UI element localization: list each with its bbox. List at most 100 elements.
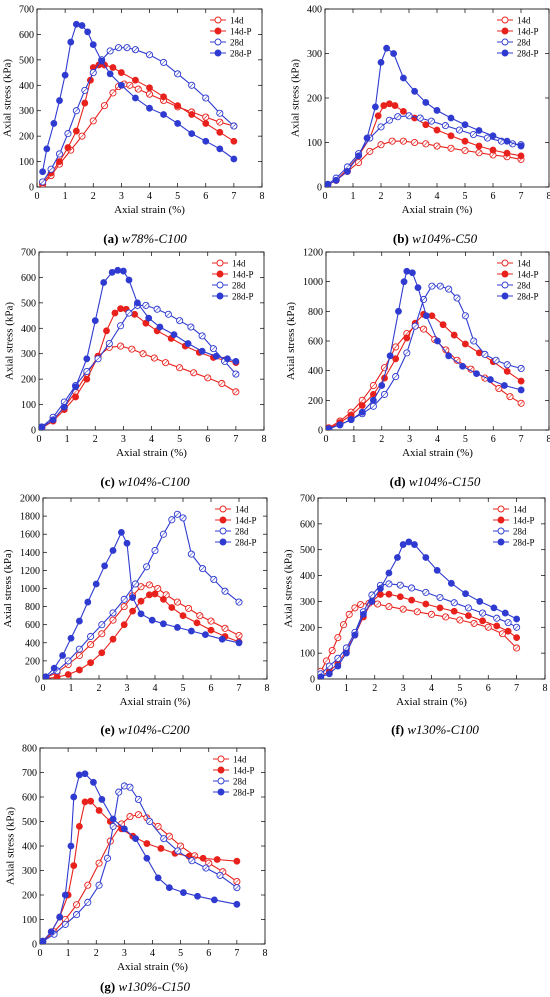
x-axis-label: Axial strain (%) <box>402 204 473 216</box>
data-point <box>433 567 441 574</box>
x-tick-label: 6 <box>491 434 496 445</box>
data-point <box>436 604 444 612</box>
y-tick-label: 500 <box>21 298 36 309</box>
data-point-hatch <box>358 602 363 607</box>
series-14d-P <box>39 61 238 187</box>
legend-marker <box>219 538 227 546</box>
x-axis-label: Axial strain (%) <box>116 447 187 459</box>
data-point <box>129 594 136 601</box>
y-tick-label: 200 <box>19 132 34 143</box>
legend-marker <box>214 16 222 24</box>
caption-name: w130%-C150 <box>118 979 190 994</box>
data-point <box>120 621 128 629</box>
data-point-hatch <box>144 815 150 821</box>
data-point <box>332 176 340 184</box>
panel-caption: (f) w130%-C100 <box>391 722 479 737</box>
x-tick-label: 1 <box>63 191 68 202</box>
data-point <box>390 50 397 57</box>
series-14d <box>40 811 241 944</box>
y-tick-label: 1000 <box>20 584 40 595</box>
data-point-hatch <box>177 318 183 324</box>
series-line <box>41 308 237 429</box>
data-point-hatch <box>147 819 153 824</box>
data-point <box>95 807 103 814</box>
legend-entry: 28d-P <box>235 538 257 548</box>
data-point <box>142 319 150 327</box>
data-point-hatch <box>124 45 130 51</box>
legend-marker <box>501 38 509 46</box>
data-point <box>134 299 141 307</box>
x-tick-label: 4 <box>429 683 434 694</box>
legend-marker <box>501 27 509 35</box>
legend-marker <box>217 766 225 774</box>
data-point-hatch <box>144 564 150 570</box>
data-point <box>359 610 367 618</box>
data-point <box>64 671 72 678</box>
data-point-hatch <box>462 148 468 153</box>
legend-marker <box>216 281 224 289</box>
data-point-hatch <box>61 399 67 405</box>
data-point-hatch <box>400 138 406 144</box>
x-tick-label: 4 <box>153 683 158 694</box>
x-tick-label: 4 <box>149 434 154 445</box>
data-point-hatch <box>177 365 183 371</box>
series-line <box>41 304 237 428</box>
data-point <box>233 900 241 908</box>
data-point-hatch <box>189 82 195 88</box>
data-point <box>109 64 117 71</box>
data-point-hatch <box>110 823 116 829</box>
data-point-hatch <box>236 633 242 638</box>
legend-marker <box>501 270 509 278</box>
data-point <box>109 815 117 823</box>
y-axis-label: Axial stress (kPa) <box>5 807 17 886</box>
legend-marker <box>501 16 509 24</box>
x-axis-label: Axial strain (%) <box>402 447 473 459</box>
x-tick-label: 7 <box>231 191 236 202</box>
data-point <box>143 840 151 847</box>
data-point-hatch <box>73 389 78 395</box>
series-28d-P <box>326 267 525 430</box>
data-point-hatch <box>367 148 373 154</box>
data-point <box>180 889 187 896</box>
data-point <box>409 269 416 277</box>
data-point-hatch <box>151 355 157 361</box>
x-tick-label: 0 <box>37 434 42 445</box>
data-point <box>212 352 220 360</box>
data-point <box>224 355 231 363</box>
data-point-hatch <box>400 606 406 612</box>
y-axis-label: Axial stress (kPa) <box>283 549 295 628</box>
legend-entry: 14d <box>233 755 247 765</box>
y-tick-label: 600 <box>25 620 40 631</box>
data-point-hatch <box>446 286 452 292</box>
data-point <box>377 59 385 66</box>
plot-frame <box>317 497 546 680</box>
x-tick-label: 7 <box>234 948 239 959</box>
data-point-hatch <box>505 620 511 626</box>
data-point <box>83 375 91 383</box>
legend-entry: 28d <box>232 281 246 291</box>
data-point <box>75 771 83 779</box>
data-point-hatch <box>189 858 195 864</box>
x-tick-label: 4 <box>150 948 155 959</box>
data-point <box>325 181 332 187</box>
data-point-hatch <box>375 601 380 607</box>
data-point-hatch <box>210 346 216 352</box>
y-tick-label: 0 <box>35 675 40 686</box>
data-point-hatch <box>163 360 168 366</box>
data-point <box>151 590 159 598</box>
data-point <box>148 616 156 624</box>
y-tick-label: 600 <box>300 519 315 530</box>
x-tick-label: 2 <box>379 191 384 202</box>
y-axis-label: Axial stress (kPa) <box>4 302 16 381</box>
data-point-hatch <box>88 634 94 639</box>
chart-panel-1: 0 1 2 3 4 5 6 7 8 0 100 200 300 400 Axial strain (%) Ax… <box>290 5 550 247</box>
x-tick-label: 2 <box>93 434 98 445</box>
y-tick-label: 0 <box>29 183 34 194</box>
data-point <box>98 649 106 657</box>
data-point <box>369 396 377 404</box>
data-point-hatch <box>208 618 214 624</box>
data-point <box>434 337 441 345</box>
data-point-hatch <box>186 605 192 611</box>
y-tick-label: 300 <box>19 106 34 117</box>
